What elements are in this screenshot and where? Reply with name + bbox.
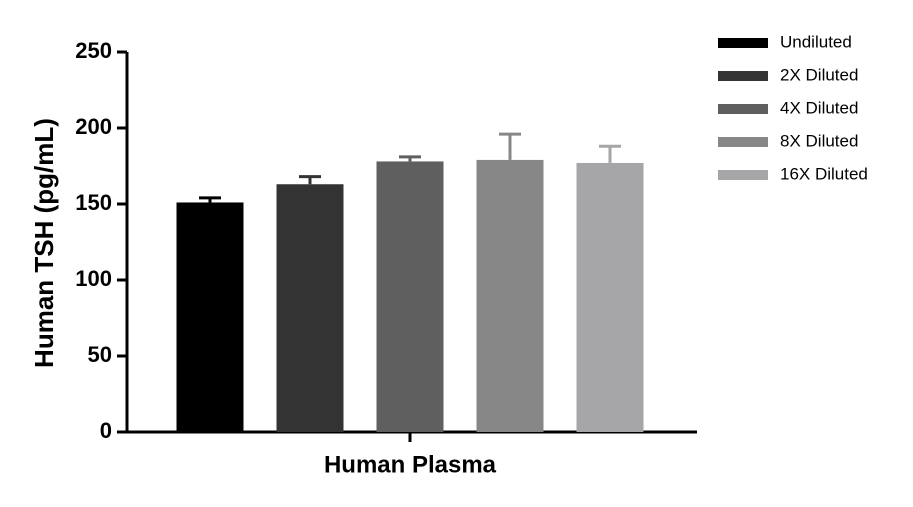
bar xyxy=(176,202,244,432)
y-axis-title: Human TSH (pg/mL) xyxy=(29,118,59,368)
legend-label: 4X Diluted xyxy=(780,98,858,117)
y-tick-label: 250 xyxy=(75,38,112,63)
legend-swatch xyxy=(718,38,768,48)
bar xyxy=(276,184,344,432)
legend-swatch xyxy=(718,104,768,114)
legend-label: Undiluted xyxy=(780,32,852,51)
y-tick-label: 100 xyxy=(75,266,112,291)
bar xyxy=(476,159,544,433)
y-tick-label: 0 xyxy=(100,418,112,443)
y-tick-label: 50 xyxy=(88,342,112,367)
legend-swatch xyxy=(718,137,768,147)
y-tick-label: 150 xyxy=(75,190,112,215)
legend-label: 2X Diluted xyxy=(780,65,858,84)
legend-swatch xyxy=(718,71,768,81)
bar xyxy=(576,162,644,432)
legend-label: 16X Diluted xyxy=(780,164,868,183)
y-tick-label: 200 xyxy=(75,114,112,139)
legend-swatch xyxy=(718,170,768,180)
x-tick-label: Human Plasma xyxy=(324,451,497,478)
bar xyxy=(376,161,444,432)
legend-label: 8X Diluted xyxy=(780,131,858,150)
